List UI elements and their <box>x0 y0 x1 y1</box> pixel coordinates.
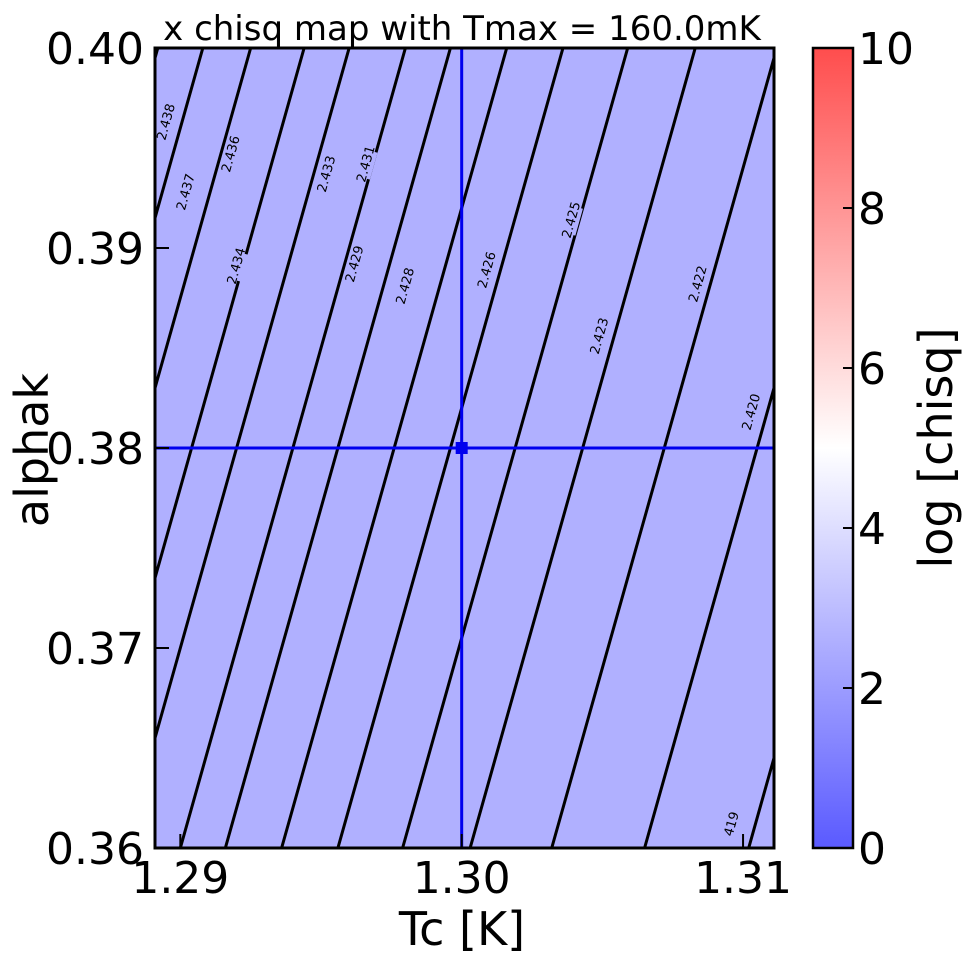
crosshair <box>155 48 774 848</box>
contour-label-gap <box>739 396 763 428</box>
contour-label-gap <box>475 254 499 286</box>
y-tick-label: 0.39 <box>46 224 144 275</box>
chart-title: x chisq map with Tmax = 160.0mK <box>163 9 762 49</box>
colorbar-tick-label: 4 <box>858 504 886 555</box>
y-tick-label: 0.38 <box>46 424 144 475</box>
best-fit-marker <box>455 442 468 454</box>
x-tick-label: 1.30 <box>413 853 511 904</box>
colorbar-tick-label: 8 <box>858 184 886 235</box>
contour-label-gap <box>343 248 367 280</box>
contour-label-gap <box>225 250 249 282</box>
x-axis-label: Tc [K] <box>398 902 525 956</box>
colorbar-ticks: 0 2 4 6 8 10 <box>843 24 914 875</box>
contour-line <box>155 48 253 394</box>
colorbar-tick-label: 2 <box>858 664 886 715</box>
contour-label-gap <box>354 148 378 180</box>
contour-label-gap <box>174 176 198 208</box>
colorbar-tick-label: 10 <box>858 24 914 75</box>
contour-label-gap <box>393 270 417 302</box>
x-tick-label: 1.31 <box>694 853 792 904</box>
contour-label-gap <box>720 808 744 840</box>
contour-label: 419 <box>722 810 743 838</box>
contour-line <box>155 48 205 224</box>
contour-label-gap <box>588 320 612 352</box>
x-axis-ticks: 1.29 1.30 1.31 <box>131 834 792 904</box>
colorbar-tick-label: 6 <box>858 344 886 395</box>
contour-label-gap <box>559 204 583 236</box>
colorbar <box>811 46 855 850</box>
x-tick-label: 1.29 <box>131 853 229 904</box>
contour-label-gap <box>154 106 178 138</box>
y-axis-ticks: 0.36 0.37 0.38 0.39 0.40 <box>46 24 169 875</box>
colorbar-tick-label: 0 <box>858 824 886 875</box>
contour-label-gap <box>315 158 339 190</box>
y-tick-label: 0.40 <box>46 24 144 75</box>
y-tick-label: 0.36 <box>46 824 144 875</box>
y-tick-label: 0.37 <box>46 624 144 675</box>
y-axis-label: alphak <box>5 373 59 528</box>
colorbar-label: log [chisq] <box>909 327 963 568</box>
contour-label-gap <box>219 138 243 170</box>
contour-label-gap <box>686 268 710 300</box>
